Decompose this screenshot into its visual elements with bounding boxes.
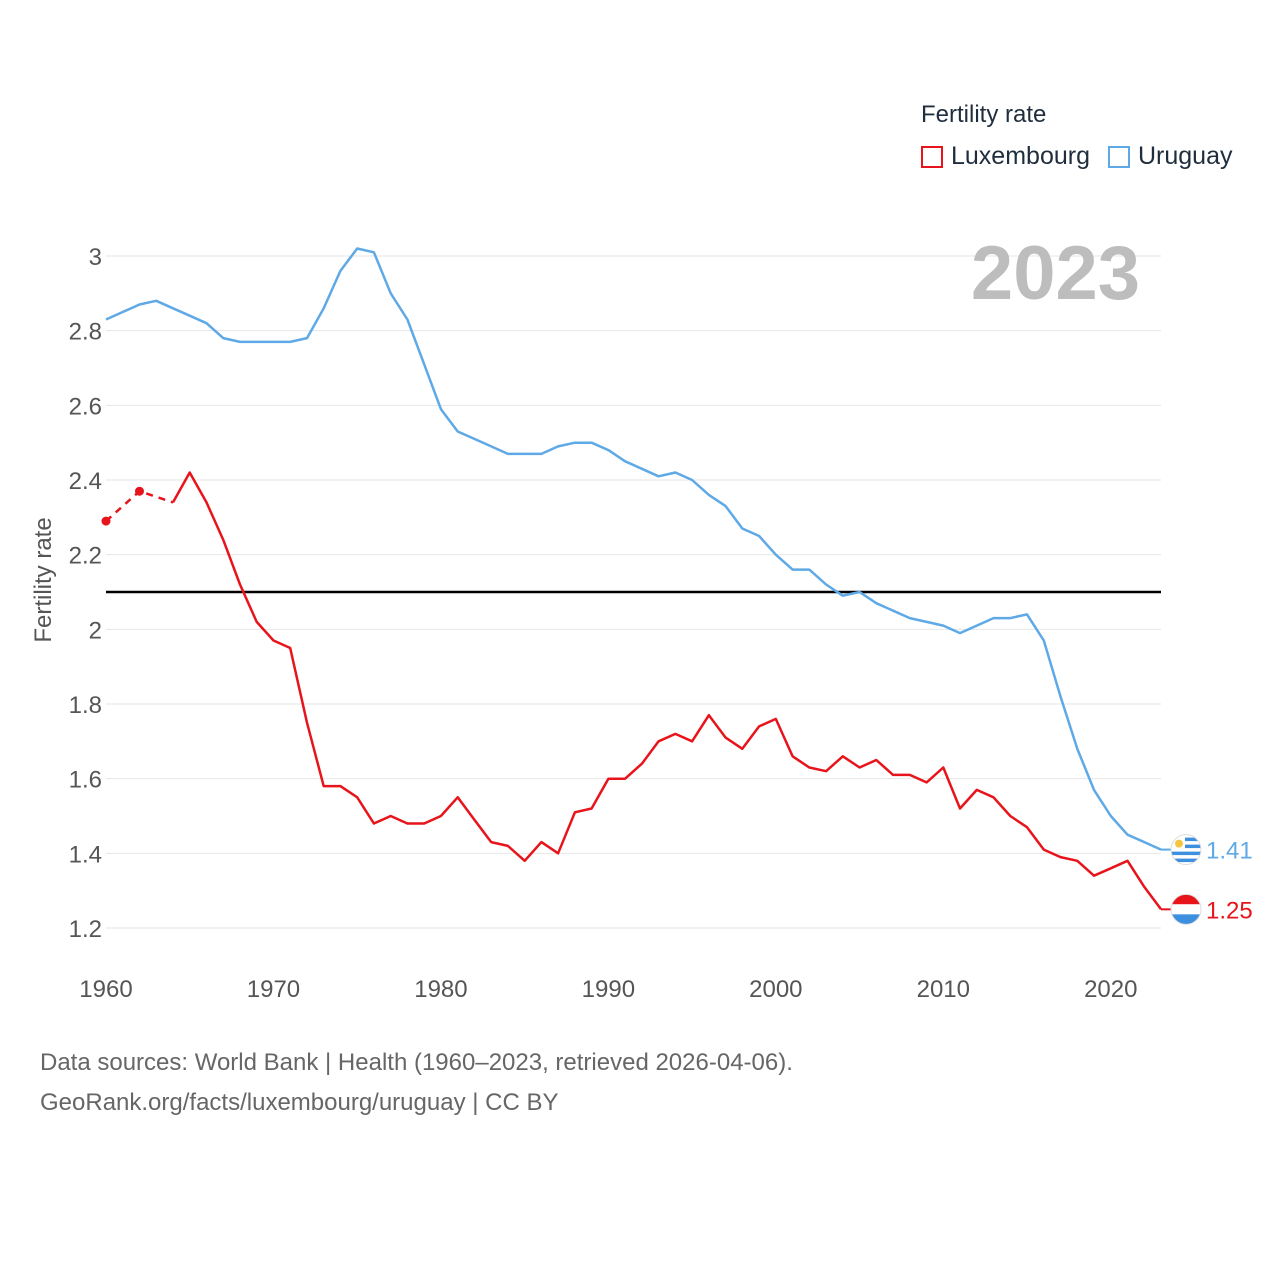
legend-title: Fertility rate bbox=[921, 101, 1047, 128]
y-tick-label: 2.4 bbox=[69, 468, 102, 495]
series-uruguay bbox=[105, 247, 1162, 851]
uruguay-flag-icon bbox=[1170, 834, 1202, 866]
x-tick-label: 1960 bbox=[79, 976, 132, 1003]
series-luxembourg-estimated-point bbox=[134, 486, 144, 496]
current-year-label: 2023 bbox=[971, 231, 1140, 316]
x-tick-label: 1990 bbox=[582, 976, 635, 1003]
gridlines bbox=[106, 255, 1161, 929]
legend: Luxembourg Uruguay bbox=[921, 142, 1250, 171]
x-axis-ticks: 1960 1970 1980 1990 2000 2010 2020 bbox=[79, 976, 1137, 1003]
series-uruguay-line bbox=[105, 247, 1162, 851]
y-axis-ticks: 1.2 1.4 1.6 1.8 2 2.2 2.4 2.6 2.8 3 bbox=[69, 244, 102, 943]
license-text: | CC BY bbox=[465, 1089, 559, 1116]
x-tick-label: 1970 bbox=[247, 976, 300, 1003]
legend-swatch-uruguay bbox=[1107, 145, 1130, 168]
georank-link[interactable]: GeoRank.org/facts/luxembourg/uruguay bbox=[40, 1089, 466, 1116]
luxembourg-flag-icon bbox=[1170, 893, 1202, 925]
legend-label-uruguay: Uruguay bbox=[1137, 142, 1233, 170]
series-luxembourg bbox=[101, 471, 1163, 911]
x-tick-label: 2000 bbox=[749, 976, 802, 1003]
series-uruguay-end-value: 1.41 bbox=[1206, 838, 1253, 865]
legend-item-uruguay[interactable]: Uruguay bbox=[1107, 142, 1233, 171]
y-axis-label: Fertility rate bbox=[30, 517, 57, 642]
attribution-line: GeoRank.org/facts/luxembourg/uruguay | C… bbox=[40, 1083, 793, 1123]
series-luxembourg-line bbox=[171, 471, 1163, 911]
y-tick-label: 2 bbox=[89, 617, 102, 644]
y-tick-label: 2.2 bbox=[69, 543, 102, 570]
x-tick-label: 2010 bbox=[917, 976, 970, 1003]
x-tick-label: 2020 bbox=[1084, 976, 1137, 1003]
legend-swatch-luxembourg bbox=[921, 145, 943, 168]
legend-label-luxembourg: Luxembourg bbox=[951, 142, 1090, 170]
series-luxembourg-end-value: 1.25 bbox=[1206, 897, 1253, 924]
data-sources-text: Data sources: World Bank | Health (1960–… bbox=[40, 1049, 793, 1076]
y-tick-label: 1.6 bbox=[69, 767, 102, 794]
y-tick-label: 3 bbox=[89, 244, 102, 271]
series-luxembourg-estimated-point bbox=[101, 516, 111, 526]
y-tick-label: 2.6 bbox=[69, 393, 102, 420]
series-end-markers: 1.25 1.41 bbox=[1161, 834, 1253, 925]
series-lines bbox=[101, 247, 1163, 911]
y-tick-label: 1.4 bbox=[69, 841, 102, 868]
y-tick-label: 2.8 bbox=[69, 319, 102, 346]
legend-item-luxembourg[interactable]: Luxembourg bbox=[921, 142, 1090, 171]
footer: Data sources: World Bank | Health (1960–… bbox=[40, 1043, 793, 1123]
y-tick-label: 1.2 bbox=[69, 916, 102, 943]
x-tick-label: 1980 bbox=[414, 976, 467, 1003]
y-tick-label: 1.8 bbox=[69, 692, 102, 719]
